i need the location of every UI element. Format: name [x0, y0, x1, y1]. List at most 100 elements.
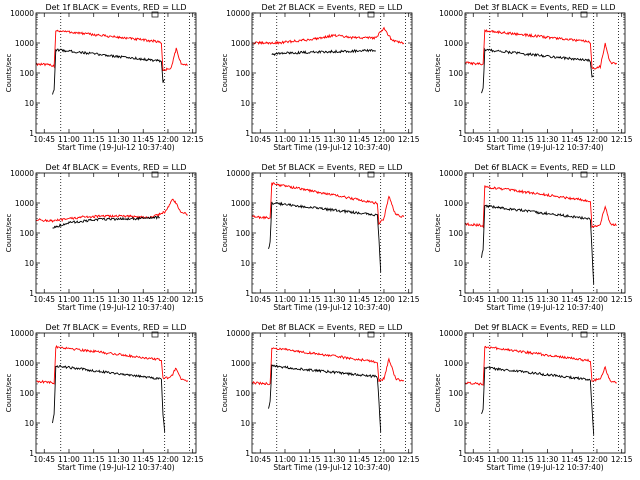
panel-title: Det 4f BLACK = Events, RED = LLD [45, 163, 186, 172]
x-tick-label: 11:15 [299, 455, 321, 464]
y-tick-label: 10000 [439, 329, 463, 338]
panel-1: Det 1f BLACK = Events, RED = LLD 1 10 100 10… [5, 3, 204, 152]
x-tick-label: 11:30 [324, 295, 346, 304]
series-lld [251, 26, 405, 46]
x-tick-label: 10:45 [249, 135, 271, 144]
x-tick-label: 12:00 [373, 455, 395, 464]
y-tick-label: 1 [458, 449, 463, 458]
panel-9: Det 9f BLACK = Events, RED = LLD 1 10 100 10… [434, 323, 633, 472]
y-tick-label: 1 [245, 129, 250, 138]
marker-box [151, 331, 159, 338]
marker-box [151, 171, 159, 178]
y-tick-label: 1 [245, 449, 250, 458]
x-axis-label: Start Time (19-Jul-12 10:37:40) [486, 463, 603, 472]
y-tick-label: 10 [24, 259, 34, 268]
y-tick-label: 1 [458, 289, 463, 298]
x-tick-label: 12:00 [157, 455, 179, 464]
y-tick-label: 100 [449, 389, 464, 398]
x-tick-label: 12:15 [182, 135, 204, 144]
x-tick-label: 10:45 [462, 135, 484, 144]
panel-title: Det 8f BLACK = Events, RED = LLD [261, 323, 402, 332]
panel-title: Det 7f BLACK = Events, RED = LLD [45, 323, 186, 332]
panel-3: Det 3f BLACK = Events, RED = LLD 1 10 100 10… [434, 3, 633, 152]
x-tick-label: 11:30 [537, 135, 559, 144]
series-lld [251, 182, 405, 226]
marker-box [367, 11, 375, 18]
x-tick-label: 12:15 [182, 295, 204, 304]
y-axis-label: Counts/sec [5, 374, 13, 413]
x-tick-label: 11:45 [348, 135, 370, 144]
axes-frame [35, 332, 197, 454]
y-tick-label: 100 [236, 389, 251, 398]
y-tick-label: 10000 [10, 9, 34, 18]
y-tick-label: 10 [240, 99, 250, 108]
y-tick-label: 10 [240, 259, 250, 268]
marker-box [580, 171, 588, 178]
y-axis-label: Counts/sec [221, 214, 229, 253]
series-lld [35, 29, 188, 72]
axes-frame [464, 172, 626, 294]
y-tick-label: 10000 [10, 329, 34, 338]
y-tick-label: 10000 [226, 9, 250, 18]
y-tick-label: 1000 [444, 199, 463, 208]
x-tick-label: 12:15 [611, 295, 633, 304]
y-tick-label: 10 [24, 419, 34, 428]
y-axis-label: Counts/sec [5, 214, 13, 253]
plot-area [251, 173, 406, 293]
series-lld [464, 185, 617, 229]
x-axis-label: Start Time (19-Jul-12 10:37:40) [273, 303, 390, 312]
panel-title: Det 9f BLACK = Events, RED = LLD [474, 323, 615, 332]
x-axis-label: Start Time (19-Jul-12 10:37:40) [486, 303, 603, 312]
y-axis-label: Counts/sec [434, 214, 442, 253]
y-tick-label: 1000 [15, 199, 34, 208]
panel-4: Det 4f BLACK = Events, RED = LLD 1 10 100 10… [5, 163, 204, 312]
axes-frame [35, 172, 197, 294]
panel-title: Det 6f BLACK = Events, RED = LLD [474, 163, 615, 172]
series-events [268, 201, 382, 273]
axes-frame [464, 12, 626, 134]
x-axis-label: Start Time (19-Jul-12 10:37:40) [486, 143, 603, 152]
plot-area [35, 13, 190, 133]
y-tick-label: 10 [24, 99, 34, 108]
x-axis-label: Start Time (19-Jul-12 10:37:40) [57, 463, 174, 472]
y-tick-label: 1 [29, 449, 34, 458]
x-tick-label: 11:45 [132, 455, 154, 464]
y-tick-label: 100 [236, 229, 251, 238]
series-events [52, 48, 165, 95]
x-tick-label: 12:00 [373, 135, 395, 144]
x-tick-label: 12:15 [398, 295, 420, 304]
x-tick-label: 11:00 [487, 295, 509, 304]
plot-area [35, 173, 190, 293]
x-tick-label: 11:00 [487, 455, 509, 464]
y-tick-label: 1000 [231, 359, 250, 368]
plot-area [464, 13, 619, 133]
plot-area [464, 333, 619, 453]
y-axis-label: Counts/sec [221, 374, 229, 413]
x-tick-label: 10:45 [462, 295, 484, 304]
series-lld [251, 347, 405, 386]
x-tick-label: 10:45 [249, 455, 271, 464]
plot-area [251, 13, 406, 133]
x-tick-label: 11:45 [348, 455, 370, 464]
series-lld [464, 28, 618, 70]
x-tick-label: 11:30 [324, 135, 346, 144]
y-tick-label: 1000 [231, 39, 250, 48]
x-tick-label: 11:30 [108, 455, 130, 464]
x-tick-label: 11:45 [132, 135, 154, 144]
y-tick-label: 100 [20, 229, 35, 238]
x-tick-label: 11:00 [274, 135, 296, 144]
y-tick-label: 1 [458, 129, 463, 138]
x-axis-label: Start Time (19-Jul-12 10:37:40) [57, 303, 174, 312]
x-tick-label: 12:15 [398, 455, 420, 464]
y-tick-label: 10000 [226, 329, 250, 338]
x-tick-label: 11:15 [83, 135, 105, 144]
x-tick-label: 10:45 [249, 295, 271, 304]
x-tick-label: 11:45 [561, 295, 583, 304]
y-tick-label: 10 [453, 259, 463, 268]
x-tick-label: 10:45 [33, 295, 55, 304]
x-tick-label: 11:45 [561, 455, 583, 464]
x-tick-label: 12:00 [373, 295, 395, 304]
y-tick-label: 10000 [10, 169, 34, 178]
x-tick-label: 11:45 [561, 135, 583, 144]
